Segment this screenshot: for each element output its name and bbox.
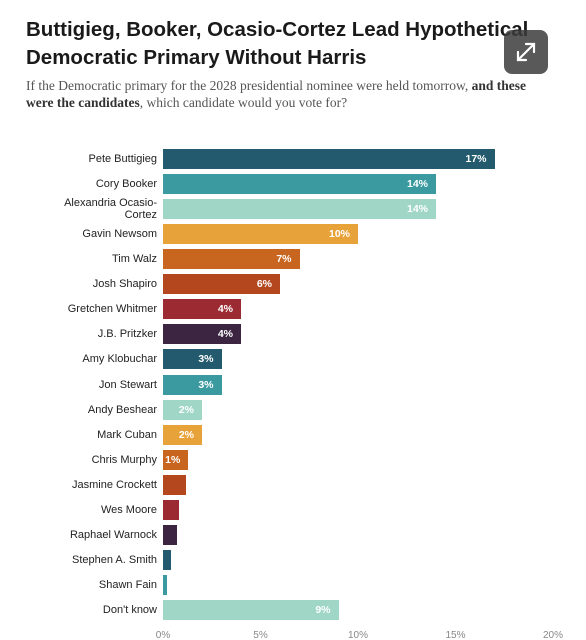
category-label: Josh Shapiro: [92, 278, 157, 291]
x-tick-label: 5%: [253, 630, 268, 640]
category-label: Shawn Fain: [98, 579, 157, 592]
value-label: 1%: [165, 453, 181, 466]
chart-subtitle: If the Democratic primary for the 2028 p…: [26, 77, 556, 111]
bar: [163, 149, 495, 169]
value-label: 14%: [406, 203, 428, 216]
category-label: Gavin Newsom: [82, 228, 157, 241]
category-label: Andy Beshear: [87, 403, 157, 416]
bar: [163, 349, 222, 370]
bar: [163, 374, 222, 395]
category-label: J.B. Pritzker: [97, 328, 157, 341]
x-tick-label: 0%: [155, 630, 171, 640]
bar: [163, 549, 171, 570]
category-label: Wes Moore: [100, 503, 157, 516]
value-label: 3%: [198, 378, 214, 391]
category-label: Amy Klobuchar: [82, 353, 157, 366]
bar: [163, 199, 436, 220]
bar: [163, 299, 241, 320]
bar: [163, 524, 177, 545]
bar: [163, 424, 202, 445]
bar: [163, 575, 167, 596]
subtitle-text: , which candidate would you vote for?: [139, 95, 348, 110]
bar: [163, 174, 436, 195]
category-label: Chris Murphy: [91, 453, 157, 466]
bar: [163, 399, 202, 420]
category-label: Gretchen Whitmer: [67, 303, 157, 316]
category-label: Pete Buttigieg: [88, 153, 158, 165]
bar: [163, 474, 187, 495]
value-label: 7%: [276, 253, 292, 266]
bar: [163, 600, 339, 621]
category-label: Tim Walz: [111, 253, 157, 266]
value-label: 10%: [328, 228, 350, 241]
value-label: 2%: [178, 428, 194, 441]
value-label: 3%: [198, 353, 214, 366]
expand-button[interactable]: [504, 30, 548, 74]
bar: [163, 449, 189, 470]
value-label: 4%: [217, 328, 233, 341]
value-label: 14%: [406, 178, 428, 191]
value-label: 17%: [465, 153, 487, 165]
subtitle-bold: and these were the candidates: [26, 78, 526, 110]
value-label: 4%: [217, 303, 233, 316]
x-tick-label: 10%: [347, 630, 368, 640]
bar: [163, 324, 241, 345]
x-tick-label: 15%: [445, 630, 466, 640]
category-label: Mark Cuban: [97, 428, 157, 441]
category-label: Jasmine Crockett: [72, 478, 157, 491]
category-label: Raphael Warnock: [69, 528, 157, 541]
bar: [163, 224, 358, 245]
category-label: Stephen A. Smith: [72, 553, 157, 566]
subtitle-text: If the Democratic primary for the 2028 p…: [26, 78, 472, 93]
bar: [163, 274, 280, 295]
bar: [163, 499, 179, 520]
category-label: Cory Booker: [95, 178, 157, 191]
category-label: Don't know: [102, 604, 157, 617]
category-label: Jon Stewart: [98, 378, 157, 391]
bar: [163, 249, 300, 270]
expand-icon: [516, 42, 536, 62]
category-label: Alexandria Ocasio-Cortez: [64, 197, 157, 222]
value-label: 2%: [178, 403, 194, 416]
value-label: 6%: [256, 278, 272, 291]
value-label: 9%: [315, 604, 331, 617]
chart-title: Buttigieg, Booker, Ocasio-Cortez Lead Hy…: [26, 18, 529, 69]
x-tick-label: 20%: [542, 630, 563, 640]
